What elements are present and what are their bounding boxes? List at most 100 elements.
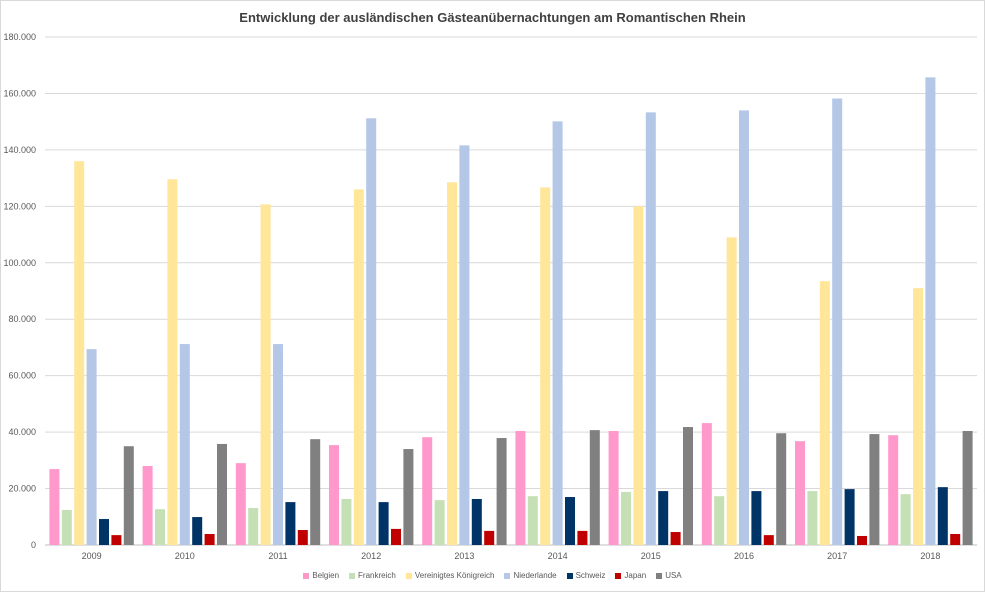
legend-item: Niederlande <box>504 571 557 580</box>
x-tick-label: 2010 <box>175 551 195 561</box>
legend-swatch <box>656 572 663 579</box>
bar-usa-2018 <box>962 430 973 545</box>
bar-belgien-2015 <box>608 430 619 545</box>
x-tick-label: 2012 <box>361 551 381 561</box>
bar-schweiz-2018 <box>937 487 948 545</box>
bar-niederlande-2017 <box>832 98 843 545</box>
bar-frankreich-2013 <box>434 500 445 545</box>
bar-vereinigtes-königreich-2011 <box>260 204 271 545</box>
bar-schweiz-2011 <box>285 502 296 545</box>
bar-vereinigtes-königreich-2015 <box>633 206 644 546</box>
bar-niederlande-2009 <box>86 349 97 545</box>
bar-frankreich-2015 <box>621 491 631 545</box>
y-tick-label: 180.000 <box>3 32 36 42</box>
bar-vereinigtes-königreich-2018 <box>913 288 923 545</box>
bar-frankreich-2018 <box>900 494 911 545</box>
legend-item: Belgien <box>303 571 339 580</box>
legend-label: Schweiz <box>575 571 606 580</box>
y-tick-label: 80.000 <box>8 314 36 324</box>
bar-vereinigtes-königreich-2012 <box>353 189 364 545</box>
y-tick-label: 100.000 <box>3 258 36 268</box>
bar-belgien-2016 <box>701 423 712 545</box>
legend-label: Belgien <box>312 571 340 580</box>
y-tick-label: 60.000 <box>8 371 36 381</box>
bar-schweiz-2010 <box>192 517 203 545</box>
bar-vereinigtes-königreich-2014 <box>540 187 551 545</box>
bar-vereinigtes-königreich-2009 <box>74 161 85 545</box>
bar-frankreich-2012 <box>341 498 352 545</box>
bar-usa-2013 <box>496 438 507 545</box>
x-tick-label: 2011 <box>268 551 287 561</box>
bar-schweiz-2012 <box>378 502 389 545</box>
bar-usa-2010 <box>217 443 227 545</box>
bar-usa-2016 <box>776 433 787 545</box>
bar-frankreich-2011 <box>248 508 259 545</box>
legend-item: Japan <box>615 571 646 580</box>
bar-usa-2014 <box>589 430 600 545</box>
bar-japan-2010 <box>204 533 215 545</box>
bar-usa-2017 <box>869 434 880 545</box>
bar-schweiz-2015 <box>658 491 669 545</box>
bar-vereinigtes-königreich-2017 <box>819 281 830 545</box>
bar-japan-2009 <box>111 535 122 545</box>
bar-belgien-2009 <box>49 469 60 545</box>
bar-japan-2012 <box>391 528 401 545</box>
bar-japan-2017 <box>857 535 867 545</box>
bar-usa-2012 <box>403 449 414 545</box>
bar-niederlande-2015 <box>645 112 656 545</box>
y-tick-label: 140.000 <box>3 145 36 155</box>
bar-frankreich-2010 <box>155 509 165 545</box>
legend-item: USA <box>656 571 682 580</box>
y-tick-label: 20.000 <box>8 484 36 494</box>
bar-usa-2009 <box>123 446 134 545</box>
bar-frankreich-2016 <box>714 496 725 545</box>
bar-schweiz-2009 <box>99 519 109 545</box>
bar-belgien-2012 <box>329 445 339 545</box>
x-tick-label: 2009 <box>82 551 102 561</box>
bar-niederlande-2016 <box>739 110 749 545</box>
x-tick-label: 2016 <box>734 551 754 561</box>
bar-frankreich-2009 <box>61 510 72 545</box>
bar-japan-2011 <box>297 530 308 545</box>
x-tick-label: 2015 <box>641 551 661 561</box>
bar-schweiz-2016 <box>751 491 762 545</box>
bar-vereinigtes-königreich-2013 <box>447 182 457 545</box>
legend-swatch <box>566 572 573 579</box>
legend-item: Schweiz <box>566 571 606 580</box>
y-tick-label: 160.000 <box>3 88 36 98</box>
bar-schweiz-2014 <box>565 497 575 545</box>
bar-schweiz-2017 <box>844 489 855 545</box>
legend-label: USA <box>665 571 682 580</box>
legend-item: Frankreich <box>349 571 396 580</box>
legend-swatch <box>303 572 310 579</box>
legend-swatch <box>504 572 511 579</box>
bar-belgien-2010 <box>142 465 153 545</box>
y-tick-label: 0 <box>31 540 36 550</box>
bar-niederlande-2012 <box>366 118 377 545</box>
legend-label: Niederlande <box>513 571 557 580</box>
bar-vereinigtes-königreich-2016 <box>726 237 737 545</box>
x-tick-label: 2014 <box>548 551 568 561</box>
bar-belgien-2018 <box>888 435 899 545</box>
bar-japan-2015 <box>670 532 681 545</box>
bar-niederlande-2011 <box>273 344 283 545</box>
bar-japan-2016 <box>763 535 774 545</box>
legend-swatch <box>349 572 356 579</box>
bar-niederlande-2014 <box>552 121 563 545</box>
legend-swatch <box>405 572 412 579</box>
legend-label: Frankreich <box>358 571 396 580</box>
legend: Belgien Frankreich Vereinigtes Königreich N… <box>0 571 985 580</box>
legend-label: Japan <box>624 571 647 580</box>
bar-belgien-2011 <box>235 463 246 545</box>
x-tick-label: 2018 <box>920 551 940 561</box>
bar-belgien-2013 <box>422 437 433 545</box>
bar-japan-2018 <box>950 533 961 545</box>
bar-usa-2011 <box>310 439 321 545</box>
bar-frankreich-2017 <box>807 491 818 545</box>
bar-belgien-2014 <box>515 430 526 545</box>
bar-niederlande-2013 <box>459 145 470 545</box>
bar-vereinigtes-königreich-2010 <box>167 179 178 546</box>
legend-swatch <box>615 572 622 579</box>
bar-belgien-2017 <box>795 441 805 545</box>
